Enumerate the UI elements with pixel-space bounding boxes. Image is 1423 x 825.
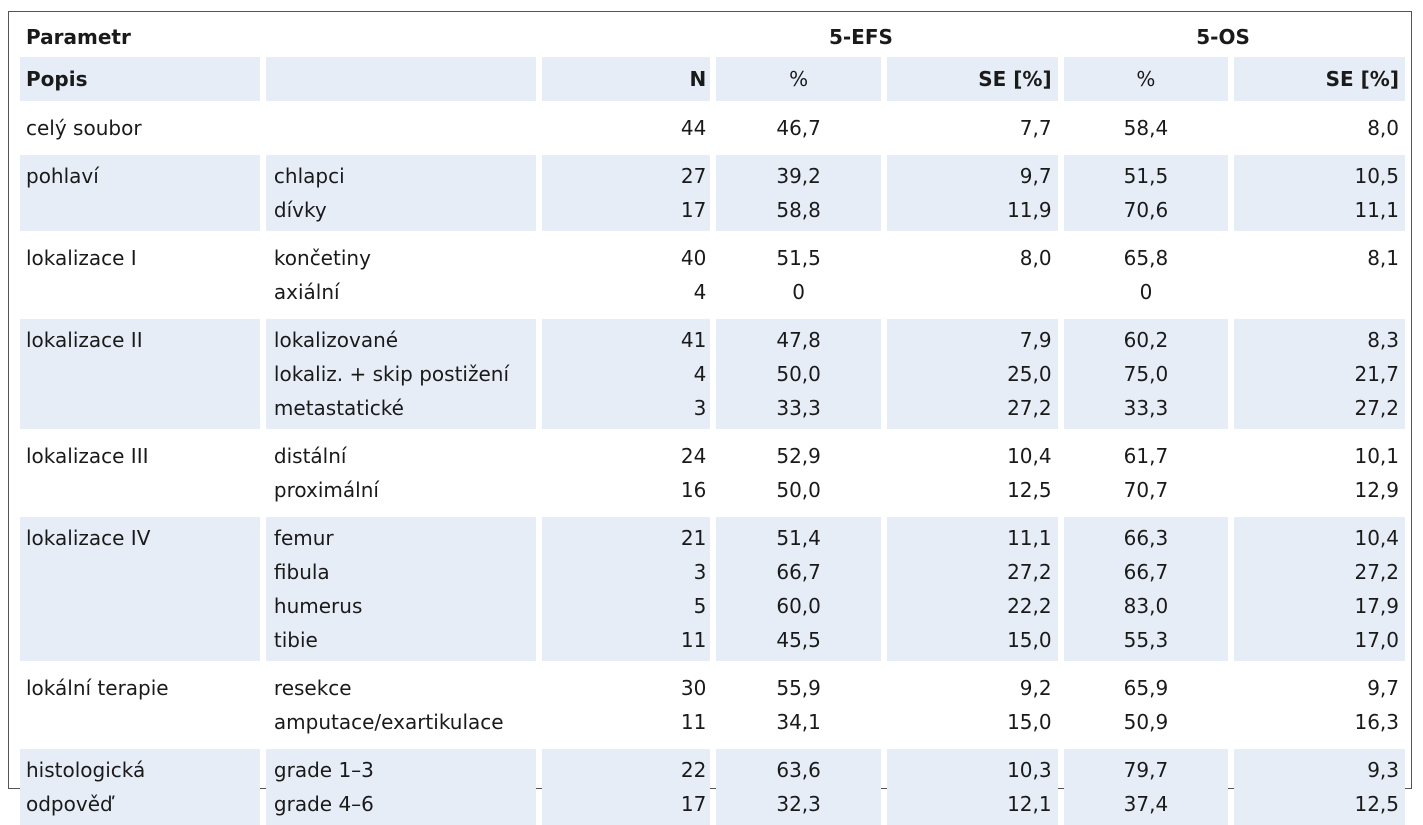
row-n: 30 11 — [680, 676, 707, 734]
header-n: N — [542, 57, 711, 101]
row-efs-pct: 39,2 58,8 — [716, 155, 881, 231]
row-n: 21 3 5 11 — [542, 517, 711, 661]
row-os-pct: 79,7 37,4 — [1063, 749, 1229, 825]
header-efs-se: SE [%] — [886, 57, 1058, 101]
row-os-se: 8,1 — [1367, 246, 1399, 270]
group-label: lokalizace I — [26, 246, 137, 270]
row-n: 24 16 — [680, 444, 707, 502]
header-row-1: Parametr 5-EFS 5-OS — [20, 17, 1405, 57]
row-efs-se: 9,7 11,9 — [886, 155, 1058, 231]
header-popis: Popis — [20, 57, 260, 101]
row-os-se: 9,7 16,3 — [1354, 676, 1399, 734]
row-os-pct: 58,4 — [1123, 116, 1169, 140]
table-row: histologická odpověď grade 1–3 grade 4–6 22 1… — [20, 749, 1405, 825]
row-n: 40 4 — [680, 246, 707, 304]
row-efs-pct: 52,9 50,0 — [776, 444, 821, 502]
row-os-pct: 61,7 70,7 — [1123, 444, 1169, 502]
header-efs: 5-EFS — [828, 25, 893, 49]
row-efs-se: 11,1 27,2 22,2 15,0 — [886, 517, 1058, 661]
row-os-se: 8,0 — [1367, 116, 1399, 140]
row-efs-se: 9,2 15,0 — [1007, 676, 1052, 734]
row-description: lokalizované lokaliz. + skip postižení met… — [265, 319, 537, 429]
group-label: lokalizace IV — [20, 517, 260, 661]
group-label: histologická odpověď — [20, 749, 260, 825]
row-description: chlapci dívky — [265, 155, 537, 231]
row-os-pct: 51,5 70,6 — [1063, 155, 1229, 231]
row-description: distální proximální — [273, 444, 379, 502]
row-description: resekce amputace/exartikulace — [273, 676, 504, 734]
group-label: lokální terapie — [26, 676, 169, 700]
row-os-pct: 66,3 66,7 83,0 55,3 — [1063, 517, 1229, 661]
row-description: femur fibula humerus tibie — [265, 517, 537, 661]
row-efs-se: 10,4 12,5 — [1007, 444, 1052, 502]
row-os-se: 10,1 12,9 — [1354, 444, 1399, 502]
group-label: celý soubor — [26, 116, 142, 140]
row-os-se: 8,3 21,7 27,2 — [1234, 319, 1405, 429]
row-os-se: 10,4 27,2 17,9 17,0 — [1234, 517, 1405, 661]
row-efs-pct: 47,8 50,0 33,3 — [716, 319, 881, 429]
row-efs-pct: 51,4 66,7 60,0 45,5 — [716, 517, 881, 661]
header-efs-pct: % — [716, 57, 881, 101]
row-n: 22 17 — [542, 749, 711, 825]
row-efs-pct: 51,5 0 — [776, 246, 821, 304]
row-efs-pct: 55,9 34,1 — [776, 676, 821, 734]
table-row: pohlaví chlapci dívky 27 17 39,2 58,8 9,7 11,9 51… — [20, 155, 1405, 231]
table-row: celý soubor 44 46,7 7,7 58,4 8,0 — [20, 107, 1405, 149]
row-efs-pct: 63,6 32,3 — [716, 749, 881, 825]
table-row: lokální terapie resekce amputace/exartikul… — [20, 667, 1405, 743]
row-efs-se: 8,0 — [1019, 246, 1052, 270]
header-os-se: SE [%] — [1234, 57, 1405, 101]
row-efs-pct: 46,7 — [776, 116, 821, 140]
table-row: lokalizace II lokalizované lokaliz. + skip… — [20, 319, 1405, 429]
group-label: pohlaví — [20, 155, 260, 231]
header-os: 5-OS — [1196, 25, 1250, 49]
row-efs-se: 7,9 25,0 27,2 — [886, 319, 1058, 429]
row-n: 41 4 3 — [542, 319, 711, 429]
row-os-pct: 65,8 0 — [1123, 246, 1169, 304]
row-n: 27 17 — [542, 155, 711, 231]
table-row: lokalizace I končetiny axiální 40 4 51,5 0 8,0 6… — [20, 237, 1405, 313]
row-efs-se: 7,7 — [1019, 116, 1052, 140]
row-os-pct: 65,9 50,9 — [1123, 676, 1169, 734]
header-parametr: Parametr — [26, 25, 131, 49]
row-os-pct: 60,2 75,0 33,3 — [1063, 319, 1229, 429]
row-efs-se: 10,3 12,1 — [886, 749, 1058, 825]
row-description: grade 1–3 grade 4–6 — [265, 749, 537, 825]
row-description — [266, 107, 537, 149]
header-row-2: Popis N % SE [%] % SE [%] — [20, 57, 1405, 101]
row-description: končetiny axiální — [273, 246, 371, 304]
table-row: lokalizace III distální proximální 24 16 52,9… — [20, 435, 1405, 511]
row-n: 44 — [680, 116, 707, 140]
results-table-frame: Parametr 5-EFS 5-OS Popis N % SE [%] % S… — [8, 11, 1412, 825]
group-label: lokalizace III — [26, 444, 149, 468]
row-os-se: 10,5 11,1 — [1234, 155, 1405, 231]
table-row: lokalizace IV femur fibula humerus tibie 21 3 5… — [20, 517, 1405, 661]
row-os-se: 9,3 12,5 — [1234, 749, 1405, 825]
header-os-pct: % — [1063, 57, 1229, 101]
survival-table: Parametr 5-EFS 5-OS Popis N % SE [%] % S… — [14, 17, 1411, 825]
group-label: lokalizace II — [20, 319, 260, 429]
